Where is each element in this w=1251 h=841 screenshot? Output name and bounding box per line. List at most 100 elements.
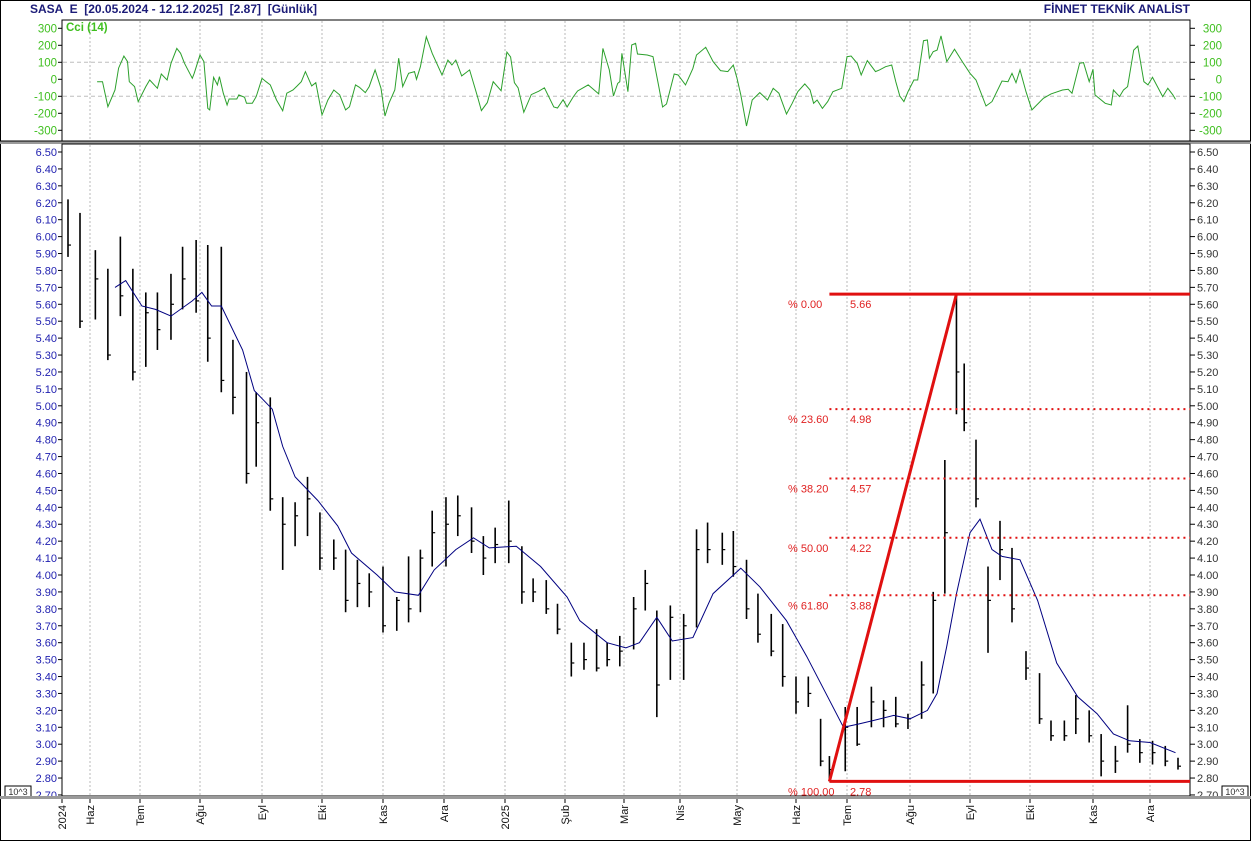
price-tick-label-right: 5.00 [1197, 401, 1218, 413]
price-bar [521, 546, 525, 604]
price-bar [419, 549, 424, 613]
price-bar [721, 532, 726, 565]
x-tick-label: Eyl [257, 805, 269, 820]
price-tick-label-right: 2.80 [1197, 773, 1218, 785]
fibonacci-retracement[interactable]: % 0.00 5.66 % 23.60 4.98 % 38.20 4.57 % 50.00 4… [788, 292, 1190, 798]
price-bar [281, 497, 286, 570]
price-tick-label-left: 4.00 [36, 570, 57, 582]
price-tick-label-right: 6.40 [1197, 164, 1218, 176]
price-bar [532, 578, 537, 603]
panel-divider[interactable] [0, 141, 1251, 144]
cci-tick-label-left: 300 [38, 23, 57, 35]
price-tick-label-left: 3.20 [36, 705, 57, 717]
cci-axis: 300 300 200 200 100 100 0 0 -100 -100 -200 -200 -300… [34, 23, 1222, 137]
price-tick-label-right: 5.70 [1197, 282, 1218, 294]
price-tick-label-left: 5.90 [36, 249, 57, 261]
price-tick-label-left: 6.30 [36, 181, 57, 193]
x-tick-label: Eyl [965, 805, 977, 820]
brand-label: FİNNET TEKNİK ANALİST [1044, 1, 1191, 16]
x-tick-label: Tem [135, 805, 147, 826]
price-bar [206, 245, 211, 362]
price-bar [494, 527, 499, 564]
price-bar [232, 339, 236, 415]
price-tick-label-right: 4.10 [1197, 553, 1218, 565]
price-bar [583, 642, 587, 670]
price-tick-label-right: 3.70 [1197, 621, 1218, 633]
x-tick-label: Eki [317, 805, 329, 820]
price-bar [682, 613, 687, 680]
cci-label: Cci (14) [66, 22, 108, 34]
price-tick-label-right: 3.10 [1197, 722, 1218, 734]
price-bar [757, 593, 761, 643]
fib-percent-label: % 100.00 [788, 786, 834, 798]
price-tick-label-left: 5.30 [36, 350, 57, 362]
price-tick-label-left: 4.10 [36, 553, 57, 565]
price-bar [382, 566, 386, 633]
price-bar [181, 246, 186, 310]
price-bar [269, 397, 274, 511]
price-bar [856, 706, 861, 746]
price-tick-label-left: 6.40 [36, 164, 57, 176]
price-bar [999, 520, 1003, 581]
price-bar [556, 603, 561, 635]
price-bar [294, 502, 299, 547]
price-bar [819, 718, 824, 767]
x-axis: 2024 Haz Tem Ağu Eyl Eki Kas Ara 2025 Şub Mar Nis Ma… [57, 799, 1157, 829]
x-tick-label: Mar [619, 805, 631, 824]
price-bar [195, 239, 200, 313]
fib-price-label: 4.57 [850, 484, 871, 496]
price-tick-label-right: 4.70 [1197, 452, 1218, 464]
price-bar [456, 495, 461, 537]
fib-percent-label: % 50.00 [788, 543, 828, 555]
price-tick-label-right: 5.80 [1197, 265, 1218, 277]
price-tick-label-right: 3.00 [1197, 739, 1218, 751]
price-bar [220, 246, 225, 393]
price-bar [119, 236, 124, 317]
price-bar [595, 629, 600, 672]
price-tick-label-left: 4.40 [36, 502, 57, 514]
price-bar [932, 591, 937, 694]
price-tick-label-left: 4.90 [36, 418, 57, 430]
price-tick-label-left: 5.10 [36, 384, 57, 396]
price-bar [944, 459, 948, 594]
price-bar [632, 596, 637, 650]
price-tick-label-left: 5.60 [36, 299, 57, 311]
price-bar [1025, 651, 1029, 680]
cci-tick-label-right: 0 [1216, 74, 1222, 86]
fib-trend-line[interactable] [827, 293, 958, 782]
price-tick-label-right: 3.50 [1197, 655, 1218, 667]
price-tick-label-right: 4.90 [1197, 418, 1218, 430]
chart-title: SASA E [20.05.2024 - 12.12.2025] [2.87] … [30, 2, 317, 16]
x-tick-label: Ara [439, 804, 451, 822]
price-tick-label-left: 5.70 [36, 282, 57, 294]
cci-tick-label-right: 100 [1203, 57, 1222, 69]
price-tick-label-left: 5.00 [36, 401, 57, 413]
price-tick-label-right: 3.90 [1197, 587, 1218, 599]
price-tick-label-right: 5.40 [1197, 333, 1218, 345]
price-bar [1050, 720, 1054, 741]
price-tick-label-right: 3.20 [1197, 705, 1218, 717]
price-tick-label-left: 3.80 [36, 604, 57, 616]
fib-price-label: 4.22 [850, 543, 871, 555]
price-bar [344, 549, 349, 613]
price-tick-label-left: 6.20 [36, 198, 57, 210]
cci-tick-label-left: 200 [38, 40, 57, 52]
price-bar [445, 497, 449, 567]
x-tick-label: 2025 [500, 805, 512, 829]
price-bar [132, 268, 136, 381]
fib-price-label: 2.78 [850, 786, 871, 798]
price-bars [67, 199, 1181, 782]
x-tick-label: Haz [791, 805, 803, 825]
fib-price-label: 3.88 [850, 600, 871, 612]
price-tick-label-right: 6.00 [1197, 232, 1218, 244]
price-bar [706, 522, 711, 564]
price-bar [644, 569, 649, 611]
cci-tick-label-right: -200 [1199, 108, 1222, 120]
fib-percent-label: % 0.00 [788, 299, 822, 311]
price-tick-label-right: 5.50 [1197, 316, 1218, 328]
price-tick-label-left: 5.50 [36, 316, 57, 328]
price-tick-label-right: 3.60 [1197, 638, 1218, 650]
price-bar [368, 573, 373, 608]
price-bar [656, 610, 660, 718]
price-bar [894, 696, 899, 728]
